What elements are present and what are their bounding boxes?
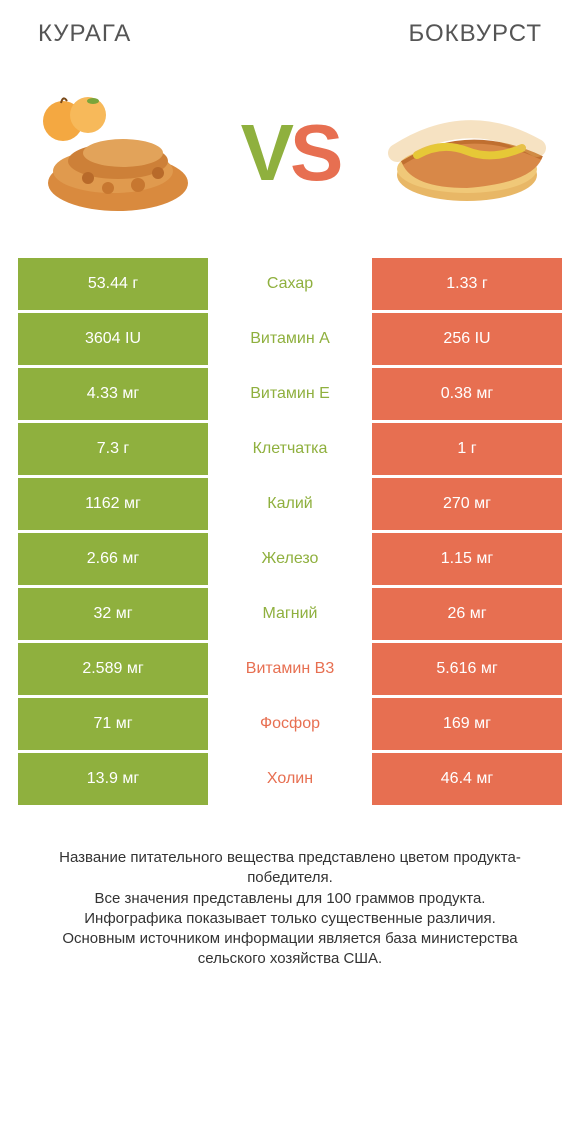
table-row: 1162 мгКалий270 мг (18, 478, 562, 533)
title-right: БОКВУРСТ (408, 20, 542, 48)
nutrient-label: Железо (208, 533, 372, 585)
value-left: 13.9 мг (18, 753, 208, 805)
value-left: 32 мг (18, 588, 208, 640)
table-row: 7.3 гКлетчатка1 г (18, 423, 562, 478)
value-left: 4.33 мг (18, 368, 208, 420)
footer-line: Название питательного вещества представл… (28, 848, 552, 889)
table-row: 13.9 мгХолин46.4 мг (18, 753, 562, 808)
table-row: 71 мгФосфор169 мг (18, 698, 562, 753)
nutrient-label: Магний (208, 588, 372, 640)
nutrient-label: Витамин A (208, 313, 372, 365)
footer-note: Название питательного вещества представл… (18, 808, 562, 990)
table-row: 32 мгМагний26 мг (18, 588, 562, 643)
value-right: 5.616 мг (372, 643, 562, 695)
nutrient-label: Калий (208, 478, 372, 530)
nutrient-label: Сахар (208, 258, 372, 310)
value-right: 270 мг (372, 478, 562, 530)
nutrient-label: Фосфор (208, 698, 372, 750)
value-right: 1.15 мг (372, 533, 562, 585)
footer-line: Основным источником информации является … (28, 929, 552, 970)
hero-row: VS (18, 58, 562, 258)
table-row: 2.589 мгВитамин B35.616 мг (18, 643, 562, 698)
titles-row: КУРАГА БОКВУРСТ (18, 20, 562, 58)
footer-line: Инфографика показывает только существенн… (28, 909, 552, 929)
value-right: 0.38 мг (372, 368, 562, 420)
food-image-left (28, 88, 198, 218)
vs-label: VS (241, 107, 340, 199)
value-left: 53.44 г (18, 258, 208, 310)
vs-v: V (241, 107, 290, 199)
value-right: 26 мг (372, 588, 562, 640)
table-row: 2.66 мгЖелезо1.15 мг (18, 533, 562, 588)
value-left: 2.66 мг (18, 533, 208, 585)
vs-s: S (290, 107, 339, 199)
footer-line: Все значения представлены для 100 граммо… (28, 889, 552, 909)
nutrient-label: Холин (208, 753, 372, 805)
value-left: 2.589 мг (18, 643, 208, 695)
nutrient-label: Клетчатка (208, 423, 372, 475)
value-left: 3604 IU (18, 313, 208, 365)
value-left: 7.3 г (18, 423, 208, 475)
value-right: 46.4 мг (372, 753, 562, 805)
comparison-infographic: КУРАГА БОКВУРСТ VS (0, 0, 580, 990)
food-image-right (382, 88, 552, 218)
value-right: 1 г (372, 423, 562, 475)
value-right: 1.33 г (372, 258, 562, 310)
table-row: 3604 IUВитамин A256 IU (18, 313, 562, 368)
value-left: 1162 мг (18, 478, 208, 530)
value-right: 169 мг (372, 698, 562, 750)
title-left: КУРАГА (38, 20, 131, 48)
table-row: 4.33 мгВитамин E0.38 мг (18, 368, 562, 423)
table-row: 53.44 гСахар1.33 г (18, 258, 562, 313)
value-left: 71 мг (18, 698, 208, 750)
nutrient-label: Витамин B3 (208, 643, 372, 695)
value-right: 256 IU (372, 313, 562, 365)
nutrient-table: 53.44 гСахар1.33 г3604 IUВитамин A256 IU… (18, 258, 562, 808)
nutrient-label: Витамин E (208, 368, 372, 420)
